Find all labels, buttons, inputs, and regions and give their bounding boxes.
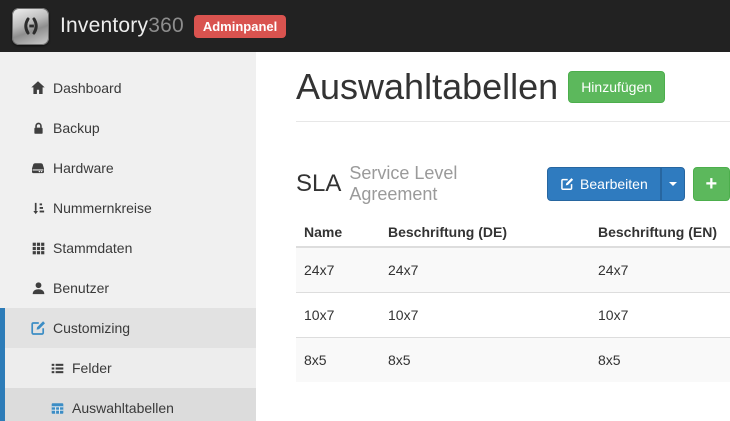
sidebar-item-nummernkreise[interactable]: Nummernkreise [0,188,256,228]
app-header: Inventory360 Adminpanel [0,0,730,52]
table-header-row: Name Beschriftung (DE) Beschriftung (EN) [296,218,730,249]
section-subtitle: Service Level Agreement [349,163,458,205]
edit-icon [561,178,574,191]
brand-title: Inventory360 [60,14,184,38]
edit-split-button: Bearbeiten [547,167,685,202]
sidebar-item-dashboard[interactable]: Dashboard [0,68,256,108]
edit-icon [29,320,47,336]
sidebar-item-label: Benutzer [53,280,110,296]
column-header-en: Beschriftung (EN) [590,218,730,249]
edit-button[interactable]: Bearbeiten [547,167,661,202]
hdd-icon [29,160,47,176]
table-row: 24x7 24x7 24x7 [296,246,730,293]
sidebar-item-hardware[interactable]: Hardware [0,148,256,188]
table-row: 10x7 10x7 10x7 [296,292,730,338]
cell-name: 8x5 [296,337,380,383]
sidebar-item-label: Stammdaten [53,240,133,256]
values-table: Name Beschriftung (DE) Beschriftung (EN)… [296,218,730,383]
cell-de: 8x5 [380,337,590,383]
sidebar-item-customizing[interactable]: Customizing [5,308,256,348]
home-icon [29,80,47,96]
sidebar-item-label: Backup [53,120,100,136]
cell-en: 10x7 [590,292,730,338]
add-button[interactable]: Hinzufügen [568,70,666,103]
column-header-de: Beschriftung (DE) [380,218,590,249]
main-content: Auswahltabellen Hinzufügen SLA Service L… [256,52,730,421]
cell-name: 10x7 [296,292,380,338]
sidebar-item-label: Dashboard [53,80,122,96]
sidebar-active-group: Customizing Felder [0,308,256,421]
sidebar-item-backup[interactable]: Backup [0,108,256,148]
plus-button[interactable]: + [692,167,730,202]
sidebar-item-stammdaten[interactable]: Stammdaten [0,228,256,268]
parentheses-sync-icon [23,17,38,35]
section-title: SLA [296,170,342,198]
edit-dropdown-toggle[interactable] [660,167,685,202]
sidebar-item-benutzer[interactable]: Benutzer [0,268,256,308]
user-icon [29,281,47,296]
cell-en: 24x7 [590,246,730,293]
lock-icon [29,121,47,136]
title-divider [296,121,730,123]
chevron-down-icon [668,182,677,187]
cell-name: 24x7 [296,246,380,293]
brand-suffix: 360 [148,14,184,37]
brand-name: Inventory [60,14,149,37]
cell-de: 24x7 [380,246,590,293]
sidebar-item-label: Customizing [53,320,131,336]
app-logo[interactable] [12,7,49,45]
sidebar-subitem-label: Felder [72,360,112,376]
grid-icon [29,241,47,256]
sidebar: Dashboard Backup Hardware [0,52,256,421]
cell-de: 10x7 [380,292,590,338]
table-row: 8x5 8x5 8x5 [296,337,730,383]
page-title: Auswahltabellen [296,66,559,107]
adminpanel-badge: Adminpanel [193,14,287,38]
sidebar-subitem-felder[interactable]: Felder [5,348,256,388]
column-header-name: Name [296,218,380,249]
list-icon [48,361,66,376]
table-icon [48,401,66,416]
edit-button-label: Bearbeiten [580,176,648,193]
sidebar-item-label: Nummernkreise [53,200,152,216]
sort-numeric-icon [29,201,47,216]
sidebar-item-label: Hardware [53,160,114,176]
cell-en: 8x5 [590,337,730,383]
sidebar-subitem-auswahltabellen[interactable]: Auswahltabellen [5,388,256,421]
sidebar-subitem-label: Auswahltabellen [72,400,174,416]
